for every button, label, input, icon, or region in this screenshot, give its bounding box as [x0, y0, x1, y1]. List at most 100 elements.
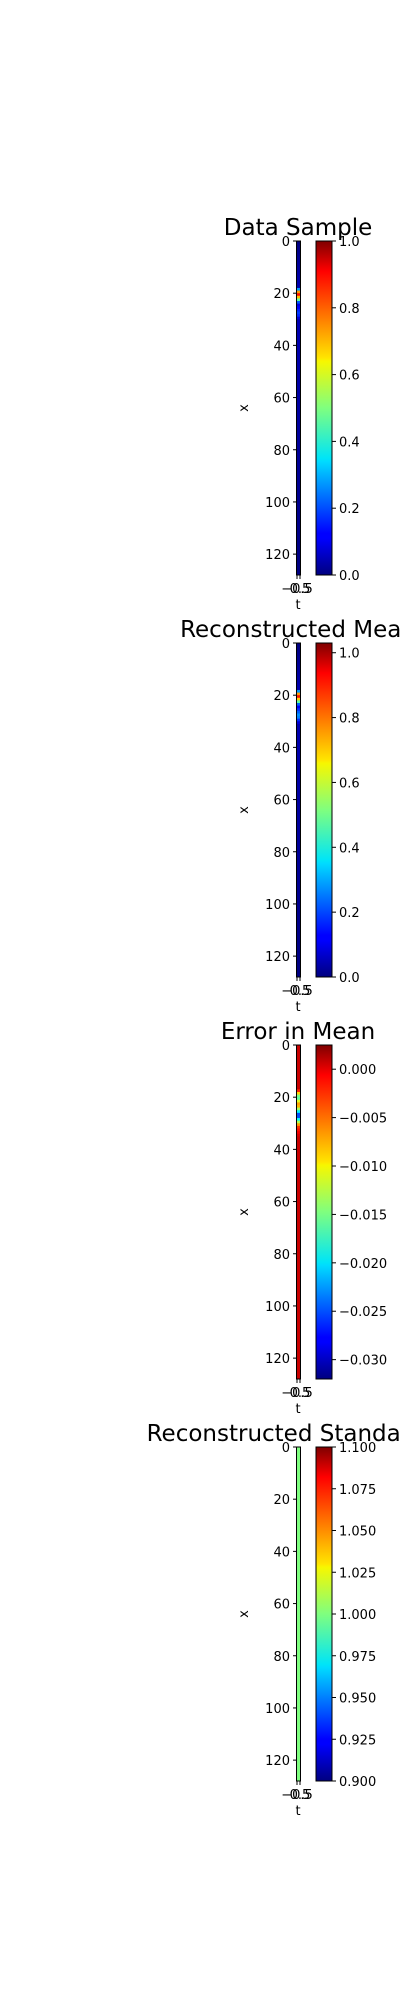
heatmap-cell [297, 491, 300, 495]
heatmap-cell [297, 1687, 300, 1691]
heatmap-cell [297, 883, 300, 887]
y-axis-label: x [237, 1610, 252, 1618]
image-frame [296, 1446, 301, 1782]
heatmap-cell [297, 679, 300, 683]
heatmap-cell [297, 541, 300, 545]
colorbar-tick-label: 0.0 [339, 569, 360, 584]
heatmap-cell [297, 846, 300, 850]
heatmap-cell [297, 1770, 300, 1774]
y-axis-label: x [237, 1208, 252, 1216]
heatmap-cell [297, 1765, 300, 1769]
heatmap-cell [297, 295, 300, 299]
x-axis-label: t [295, 598, 300, 613]
heatmap-cell [297, 400, 300, 404]
heatmap-cell [297, 1720, 300, 1725]
heatmap-cell [297, 1627, 300, 1631]
heatmap-cell [297, 791, 300, 795]
heatmap-cell [297, 1065, 300, 1069]
heatmap-cell [297, 1144, 300, 1148]
heatmap-cell [297, 551, 300, 555]
heatmap-cell [297, 1193, 300, 1197]
heatmap-cell [297, 1726, 300, 1730]
heatmap-cell [297, 1540, 300, 1545]
colorbar-tick-label: −0.025 [339, 1305, 387, 1320]
heatmap-cell [297, 828, 300, 832]
heatmap-cell [297, 1089, 300, 1093]
heatmap-cell [297, 1214, 300, 1218]
heatmap-cell [297, 478, 300, 482]
heatmap-cell [297, 533, 300, 537]
heatmap-cell [297, 1141, 300, 1145]
heatmap-cell [297, 564, 300, 568]
heatmap-cell [297, 723, 300, 727]
heatmap-cell [297, 1102, 300, 1106]
heatmap-cell [297, 1600, 300, 1605]
heatmap-cell [297, 1666, 300, 1670]
heatmap-cell [297, 345, 300, 349]
heatmap-cell [297, 1120, 300, 1124]
heatmap-cell [297, 1752, 300, 1756]
heatmap-cell [297, 1058, 300, 1062]
heatmap-cell [297, 945, 300, 949]
heatmap-cell [297, 1188, 300, 1192]
heatmap-cell [297, 483, 300, 487]
heatmap-cell [297, 1360, 300, 1364]
heatmap-cell [297, 1616, 300, 1620]
heatmap-cell [297, 1149, 300, 1153]
heatmap-cell [297, 1475, 300, 1479]
heatmap-cell [297, 1358, 300, 1362]
heatmap-cell [297, 689, 300, 694]
heatmap-cell [297, 1454, 300, 1458]
heatmap-cell [297, 916, 300, 921]
heatmap-cell [297, 1556, 300, 1560]
heatmap-cell [297, 783, 300, 788]
heatmap-cell [297, 1232, 300, 1236]
heatmap-cell [297, 1530, 300, 1534]
x-tick-label: −0.5 [281, 1788, 313, 1803]
heatmap-cell [297, 1496, 300, 1500]
heatmap-cell [297, 371, 300, 375]
heatmap-cell [297, 301, 300, 305]
heatmap-cell [297, 241, 300, 245]
heatmap-cell [297, 1551, 300, 1555]
heatmap-cell [297, 911, 300, 915]
heatmap-cell [297, 1488, 300, 1492]
heatmap-cell [297, 950, 300, 955]
heatmap-cell [297, 267, 300, 271]
heatmap-cell [297, 932, 300, 936]
heatmap-cell [297, 287, 300, 292]
heatmap-cell [297, 334, 300, 339]
heatmap-cell [297, 1282, 300, 1286]
heatmap-cell [297, 1650, 300, 1654]
heatmap-cell [297, 1470, 300, 1474]
heatmap-cell [297, 1734, 300, 1738]
heatmap-cell [297, 974, 300, 978]
heatmap-cell [297, 1222, 300, 1226]
heatmap-cell [297, 734, 300, 738]
heatmap-cell [297, 1637, 300, 1641]
heatmap-cell [297, 1261, 300, 1265]
heatmap-cell [297, 520, 300, 524]
heatmap-cell [297, 1191, 300, 1195]
heatmap-cell [297, 817, 300, 821]
heatmap-cell [297, 512, 300, 516]
heatmap-cell [297, 1598, 300, 1602]
heatmap-cell [297, 1473, 300, 1477]
heatmap-cell [297, 656, 300, 660]
heatmap-cell [297, 956, 300, 960]
y-tick-label: 0 [282, 235, 290, 250]
image-frame [296, 642, 301, 978]
heatmap-cell [297, 726, 300, 730]
heatmap-cell [297, 1316, 300, 1320]
heatmap-cell [297, 896, 300, 900]
colorbar-tick-label: 1.000 [339, 1608, 376, 1623]
heatmap-cell [297, 804, 300, 808]
heatmap-cell [297, 1201, 300, 1205]
heatmap-cell [297, 327, 300, 331]
colorbar-tick-label: 0.8 [339, 302, 360, 317]
heatmap-cell [297, 452, 300, 456]
heatmap-cell [297, 1676, 300, 1680]
colorbar-tick-label: 0.0 [339, 971, 360, 986]
heatmap-cell [297, 1076, 300, 1080]
